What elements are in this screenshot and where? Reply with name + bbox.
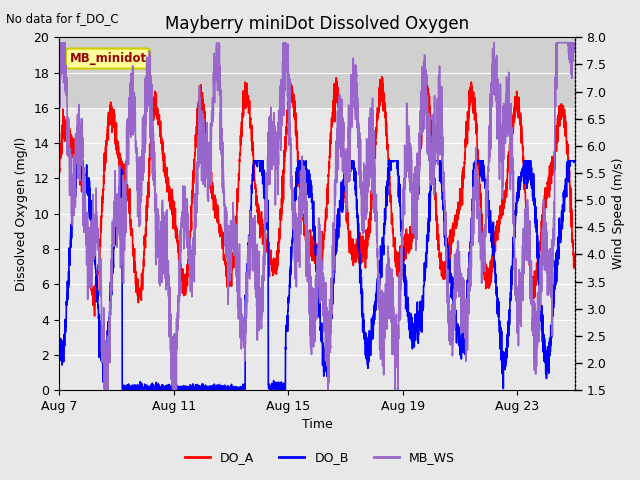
Bar bbox=[59, 37, 575, 108]
Y-axis label: Dissolved Oxygen (mg/l): Dissolved Oxygen (mg/l) bbox=[15, 137, 28, 291]
Legend: DO_A, DO_B, MB_WS: DO_A, DO_B, MB_WS bbox=[180, 446, 460, 469]
X-axis label: Time: Time bbox=[301, 419, 332, 432]
Text: No data for f_DO_C: No data for f_DO_C bbox=[6, 12, 119, 25]
Y-axis label: Wind Speed (m/s): Wind Speed (m/s) bbox=[612, 158, 625, 269]
Text: MB_minidot: MB_minidot bbox=[70, 52, 147, 65]
Title: Mayberry miniDot Dissolved Oxygen: Mayberry miniDot Dissolved Oxygen bbox=[165, 15, 469, 33]
